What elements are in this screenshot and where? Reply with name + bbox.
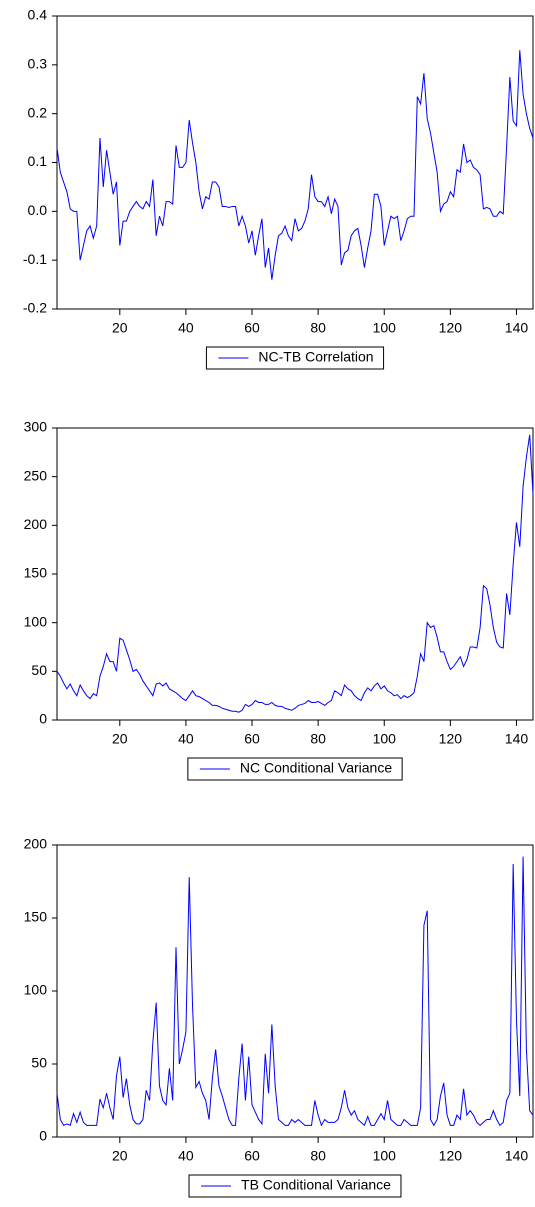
x-tick-label: 100: [373, 320, 397, 336]
x-tick-label: 100: [373, 731, 397, 747]
x-tick-label: 20: [112, 731, 128, 747]
y-tick-label: 0.0: [28, 202, 48, 218]
x-tick-label: 20: [112, 1148, 128, 1164]
x-tick-label: 100: [373, 1148, 397, 1164]
x-tick-label: 60: [244, 1148, 260, 1164]
y-tick-label: 250: [24, 467, 48, 483]
x-tick-label: 120: [439, 320, 463, 336]
y-tick-label: 200: [24, 516, 48, 532]
x-tick-label: 120: [439, 1148, 463, 1164]
y-tick-label: 0: [39, 1128, 47, 1144]
legend-label: NC Conditional Variance: [240, 760, 392, 776]
data-line: [56, 50, 534, 280]
y-tick-label: 150: [24, 565, 48, 581]
data-line: [56, 856, 534, 1127]
y-tick-label: 0.1: [28, 153, 48, 169]
y-tick-label: 0.2: [28, 104, 48, 120]
x-tick-label: 140: [505, 320, 529, 336]
y-tick-label: 200: [24, 836, 48, 852]
x-tick-label: 80: [310, 320, 326, 336]
data-line: [56, 434, 534, 713]
y-tick-label: 0.4: [28, 7, 48, 23]
y-tick-label: 50: [31, 1055, 47, 1071]
y-tick-label: 50: [31, 662, 47, 678]
x-tick-label: 40: [178, 320, 194, 336]
legend-box: [187, 757, 403, 781]
y-tick-label: 0.3: [28, 56, 48, 72]
x-tick-label: 80: [310, 1148, 326, 1164]
x-tick-label: 40: [178, 1148, 194, 1164]
y-tick-label: 150: [24, 909, 48, 925]
x-tick-label: 120: [439, 731, 463, 747]
legend-box: [205, 346, 385, 370]
x-tick-label: 140: [505, 1148, 529, 1164]
legend-label: TB Conditional Variance: [241, 1177, 391, 1193]
x-tick-label: 60: [244, 731, 260, 747]
y-tick-label: 300: [24, 419, 48, 435]
legend-box: [188, 1174, 402, 1198]
x-tick-label: 140: [505, 731, 529, 747]
plot-frame: [56, 427, 534, 721]
x-tick-label: 60: [244, 320, 260, 336]
y-tick-label: 100: [24, 613, 48, 629]
x-tick-label: 40: [178, 731, 194, 747]
y-tick-label: 0: [39, 711, 47, 727]
y-tick-label: -0.2: [23, 300, 47, 316]
x-tick-label: 80: [310, 731, 326, 747]
y-tick-label: 100: [24, 982, 48, 998]
x-tick-label: 20: [112, 320, 128, 336]
y-tick-label: -0.1: [23, 251, 47, 267]
legend-label: NC-TB Correlation: [258, 349, 373, 365]
